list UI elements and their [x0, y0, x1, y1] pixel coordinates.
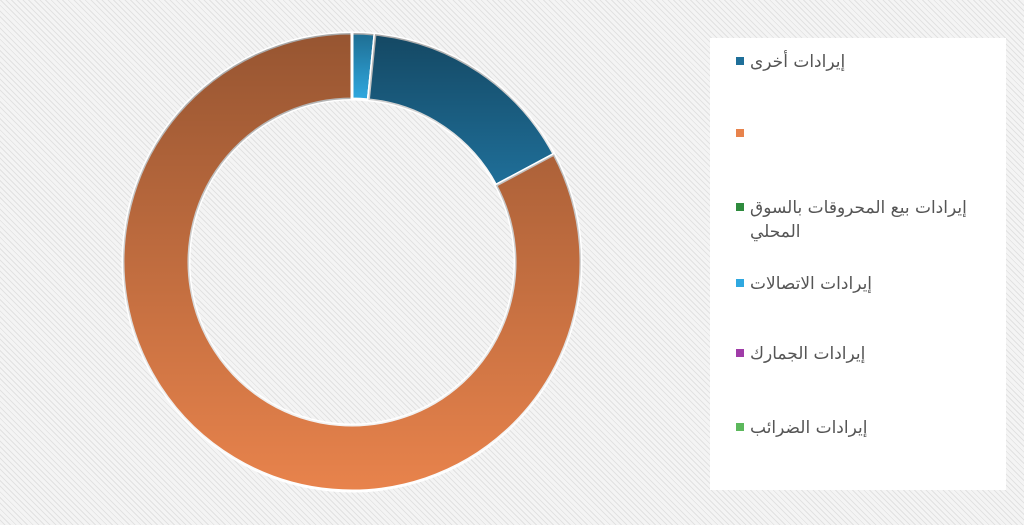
slice — [121, 31, 583, 493]
legend-item: إيرادات بيع المحروقات بالسوق المحلي — [736, 196, 998, 244]
legend-marker — [736, 349, 744, 357]
legend-label: إيرادات بيع المحروقات بالسوق المحلي — [750, 198, 967, 242]
legend-marker — [736, 203, 744, 211]
legend-item: إيرادات الجمارك — [736, 342, 998, 366]
legend-label: إيرادات أخرى — [750, 52, 846, 72]
slice-shade — [368, 34, 555, 186]
legend-label: إيرادات الاتصالات — [750, 274, 873, 294]
donut — [121, 31, 583, 493]
legend-item: إيرادات أخرى — [736, 50, 998, 74]
legend-item: إيرادات الاتصالات — [736, 272, 998, 296]
legend-marker — [736, 129, 744, 137]
legend-marker — [736, 279, 744, 287]
legend-item: إيرادات الضرائب — [736, 416, 998, 440]
legend-label: إيرادات الضرائب — [750, 418, 868, 438]
legend: إيرادات أخرى إيرادات بيع المحروقات بالسوق… — [710, 38, 1006, 490]
slice — [366, 32, 557, 188]
legend-item — [736, 122, 998, 137]
legend-marker — [736, 57, 744, 65]
legend-marker — [736, 423, 744, 431]
legend-label: إيرادات الجمارك — [750, 344, 866, 364]
